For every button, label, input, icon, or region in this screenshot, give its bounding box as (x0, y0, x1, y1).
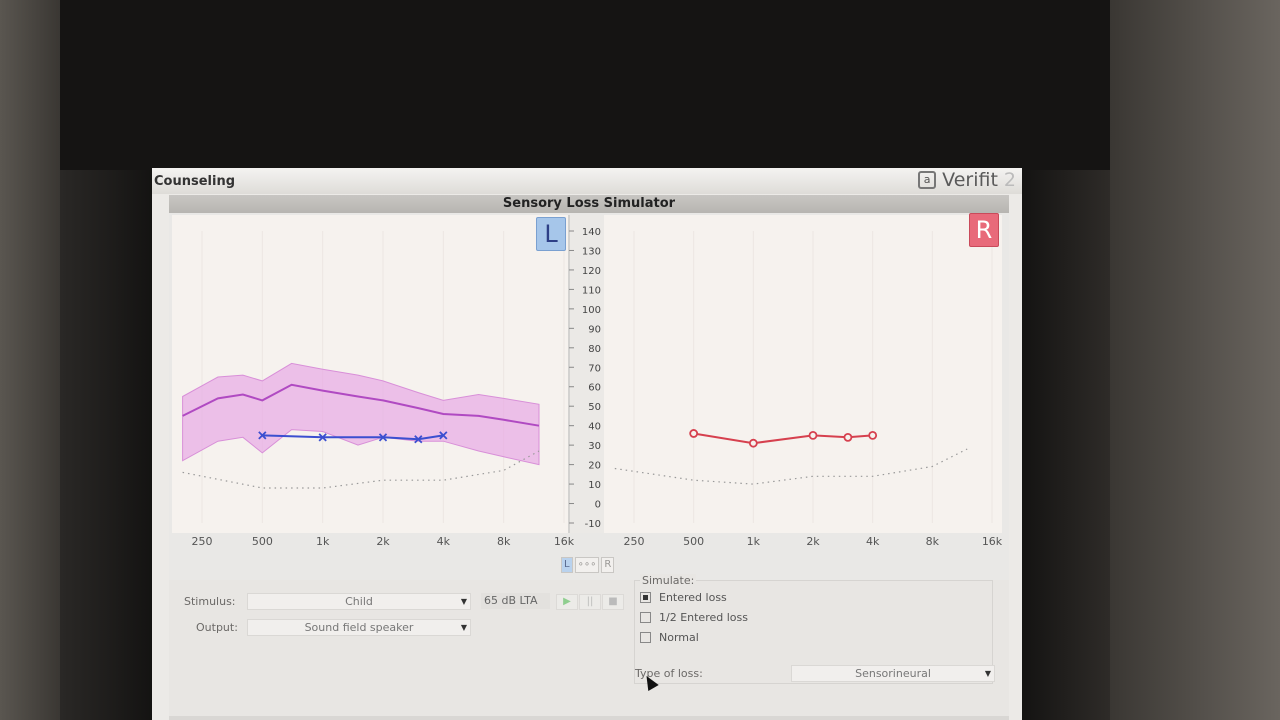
chevron-down-icon: ▼ (460, 597, 467, 606)
threshold-o-point (843, 432, 853, 442)
threshold-o-point (689, 429, 699, 438)
background-wall-left (0, 0, 60, 720)
stimulus-label: Stimulus: (184, 595, 236, 608)
threshold-x-point (378, 433, 388, 442)
type-of-loss-value: Sensorineural (855, 667, 931, 680)
x-tick-label: 1k (316, 535, 330, 548)
pause-button[interactable]: || (579, 594, 601, 610)
y-tick-label: 120 (582, 266, 601, 277)
simulate-option-entered-loss[interactable]: Entered loss (640, 591, 727, 604)
y-tick-label: 70 (588, 363, 601, 374)
monitor-bezel-left (60, 170, 152, 720)
simulate-group: Simulate: Entered loss 1/2 Entered loss … (634, 574, 993, 684)
y-tick-label: 50 (588, 402, 601, 413)
x-tick-label: 250 (192, 535, 213, 548)
x-tick-label: 250 (624, 535, 645, 548)
brand-name: Verifit (942, 169, 998, 191)
bottom-strip (169, 716, 1009, 720)
db-axis: 140 130 120 110 100 90 80 70 60 50 40 30 20 10 0 -10 (568, 215, 604, 533)
speech-average-line (182, 383, 540, 427)
sensory-loss-simulator-window: Sensory Loss Simulator 250 500 1k 2k 4k 8k 16k… (169, 195, 1009, 720)
y-tick-label: 0 (595, 500, 601, 511)
right-ear-chart-panel: 250 500 1k 2k 4k 8k 16k (604, 215, 1003, 548)
threshold-o-point (748, 438, 758, 448)
chevron-down-icon: ▼ (984, 669, 991, 678)
x-tick-label: 2k (376, 535, 390, 548)
simulate-option-normal[interactable]: Normal (640, 631, 699, 644)
brand-version: 2 (1003, 169, 1016, 191)
y-tick-label: 110 (582, 285, 601, 296)
left-ear-button[interactable]: L (536, 217, 566, 251)
type-of-loss-label: Type of loss: (635, 667, 703, 680)
x-tick-label: 500 (683, 535, 704, 548)
y-tick-label: 80 (588, 344, 601, 355)
radio-checked-icon (640, 592, 651, 603)
x-tick-label: 16k (982, 535, 1003, 548)
type-of-loss-select[interactable]: Sensorineural ▼ (791, 665, 995, 682)
radio-unchecked-icon (640, 632, 651, 643)
x-tick-label: 1k (747, 535, 761, 548)
y-tick-label: 20 (588, 461, 601, 472)
x-tick-label: 2k (806, 535, 820, 548)
output-select[interactable]: Sound field speaker ▼ (247, 619, 471, 636)
y-tick-label: 140 (582, 227, 601, 238)
ear-toggle-both[interactable]: ∘∘∘ (574, 557, 600, 573)
background-wall-right (1110, 0, 1280, 720)
ear-toggle-left[interactable]: L (561, 557, 573, 573)
app-titlebar: Counseling a Verifit 2 (152, 168, 1022, 194)
simulate-option-label: Entered loss (659, 591, 727, 604)
stop-button[interactable]: ■ (602, 594, 624, 610)
threshold-x-point (318, 433, 327, 442)
threshold-x-point (414, 435, 423, 444)
y-tick-label: 10 (588, 480, 601, 491)
right-ear-button[interactable]: R (969, 213, 999, 247)
output-label: Output: (196, 621, 238, 634)
simulate-option-half-entered-loss[interactable]: 1/2 Entered loss (640, 611, 748, 624)
normal-threshold-line (182, 450, 540, 489)
screen: Counseling a Verifit 2 Sensory Loss Simul… (152, 168, 1022, 720)
left-ear-chart: 250 500 1k 2k 4k 8k 16k (182, 231, 575, 548)
threshold-x-point (439, 431, 448, 440)
stimulus-value: Child (345, 595, 373, 608)
simulator-title: Sensory Loss Simulator (169, 195, 1009, 213)
x-tick-label: 16k (554, 535, 575, 548)
radio-unchecked-icon (640, 612, 651, 623)
threshold-x-point (258, 431, 267, 440)
play-button[interactable]: ▶ (556, 594, 578, 610)
threshold-o-point (808, 430, 818, 440)
monitor-bezel-top (60, 0, 1110, 170)
chevron-down-icon: ▼ (460, 623, 467, 632)
normal-threshold-line (614, 448, 968, 485)
ear-view-toggle: L ∘∘∘ R (561, 557, 615, 573)
y-tick-label: -10 (585, 519, 601, 530)
y-tick-label: 30 (588, 441, 601, 452)
monitor-bezel-right (1022, 170, 1110, 720)
audioscan-logo-icon: a (918, 171, 937, 189)
app-title: Counseling (154, 174, 236, 189)
y-tick-label: 130 (582, 246, 601, 257)
y-tick-label: 60 (588, 383, 601, 394)
output-value: Sound field speaker (304, 621, 414, 634)
x-tick-label: 4k (437, 535, 451, 548)
x-tick-label: 8k (497, 535, 511, 548)
brand-logo: a Verifit 2 (918, 169, 1016, 191)
x-tick-label: 500 (252, 535, 273, 548)
y-tick-label: 100 (582, 305, 601, 316)
simulator-controls: Stimulus: Child ▼ Output: Sound field sp… (169, 574, 1009, 720)
simulate-option-label: Normal (659, 631, 699, 644)
simulate-label: Simulate: (640, 574, 697, 587)
level-display: 65 dB LTA (481, 593, 550, 609)
x-tick-label: 8k (926, 535, 940, 548)
speech-band (182, 362, 540, 466)
stimulus-select[interactable]: Child ▼ (247, 593, 471, 610)
threshold-o-point (868, 430, 878, 440)
left-ear-chart-panel: 250 500 1k 2k 4k 8k 16k (172, 215, 575, 548)
x-tick-label: 4k (866, 535, 880, 548)
simulate-option-label: 1/2 Entered loss (659, 611, 748, 624)
right-ear-chart: 250 500 1k 2k 4k 8k 16k (614, 231, 1003, 548)
y-tick-label: 90 (588, 324, 601, 335)
ear-toggle-right[interactable]: R (601, 557, 615, 573)
y-tick-label: 40 (588, 422, 601, 433)
